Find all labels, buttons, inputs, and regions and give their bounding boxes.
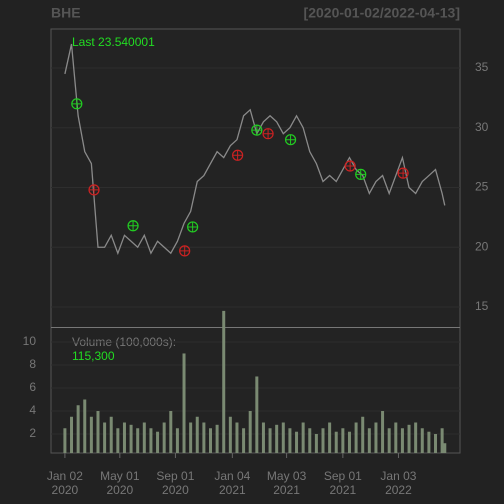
volume-bar — [208, 428, 212, 453]
signal-cross — [263, 128, 274, 139]
y2-tick-label: 6 — [29, 380, 36, 394]
y2-tick-label: 8 — [29, 357, 36, 371]
volume-bar — [122, 422, 126, 453]
volume-bar — [434, 434, 438, 453]
y-tick-label: 15 — [475, 299, 489, 313]
volume-bar — [374, 422, 378, 453]
x-tick-label: Sep 01 2020 — [156, 469, 195, 497]
volume-bar — [301, 422, 305, 453]
y-tick-label: 30 — [475, 120, 489, 134]
volume-bar — [420, 428, 424, 453]
x-tick-label: May 01 2020 — [100, 469, 140, 497]
volume-bar — [202, 422, 206, 453]
y2-tick-label: 2 — [29, 426, 36, 440]
volume-bar — [235, 422, 239, 453]
volume-bar — [215, 424, 219, 453]
volume-bar — [314, 434, 318, 453]
volume-bar — [443, 443, 447, 453]
volume-bar — [156, 431, 160, 453]
last-label: Last 23.540001 — [72, 35, 155, 49]
volume-bar — [136, 428, 140, 453]
volume-bar — [268, 428, 272, 453]
volume-bar — [109, 416, 113, 453]
volume-bar — [149, 428, 153, 453]
volume-bar — [255, 376, 259, 453]
signal-cross — [398, 168, 409, 179]
volume-bar — [407, 424, 411, 453]
volume-bar — [321, 428, 325, 453]
volume-bar — [354, 422, 358, 453]
x-tick-label: Jan 04 2021 — [214, 469, 251, 497]
signal-cross — [251, 125, 262, 136]
volume-bar — [222, 310, 226, 453]
volume-bar — [341, 428, 345, 453]
volume-bar — [334, 431, 338, 453]
volume-bar — [295, 431, 299, 453]
volume-bar — [261, 422, 265, 453]
signal-cross — [128, 220, 139, 231]
volume-bar — [103, 422, 107, 453]
volume-bar — [400, 428, 404, 453]
volume-bar — [142, 422, 146, 453]
volume-bar — [347, 431, 351, 453]
volume-bar — [175, 428, 179, 453]
signal-cross — [355, 169, 366, 180]
volume-bar — [228, 416, 232, 453]
signal-cross — [179, 245, 190, 256]
y-tick-label: 20 — [475, 239, 489, 253]
volume-bar — [308, 428, 312, 453]
volume-bar — [116, 428, 120, 453]
volume-bar — [189, 422, 193, 453]
volume-bar — [427, 431, 431, 453]
x-tick-label: May 03 2021 — [266, 469, 307, 497]
chart-title: BHE — [51, 5, 81, 21]
signal-cross — [232, 150, 243, 161]
volume-bar — [381, 411, 385, 453]
volume-bar — [195, 416, 199, 453]
y2-tick-label: 10 — [23, 334, 37, 348]
x-tick-label: Sep 01 2021 — [323, 469, 362, 497]
volume-bar — [76, 405, 80, 453]
volume-bar — [63, 428, 67, 453]
y2-tick-label: 4 — [29, 403, 36, 417]
volume-bar — [182, 353, 186, 453]
volume-bar — [288, 428, 292, 453]
volume-bar — [328, 422, 332, 453]
volume-bar — [367, 428, 371, 453]
signal-cross — [187, 221, 198, 232]
volume-bar — [394, 422, 398, 453]
volume-bar — [440, 428, 444, 453]
volume-bar — [83, 399, 87, 453]
signal-cross — [71, 98, 82, 109]
volume-bar — [275, 424, 279, 453]
signal-cross — [285, 134, 296, 145]
volume-bar — [89, 416, 93, 453]
y-tick-label: 35 — [475, 60, 489, 74]
volume-last: 115,300 — [72, 349, 115, 363]
volume-bar — [281, 422, 285, 453]
volume-bar — [129, 424, 133, 453]
volume-bar — [70, 416, 74, 453]
y-tick-label: 25 — [475, 180, 489, 194]
volume-bar — [96, 411, 100, 453]
volume-bar — [414, 422, 418, 453]
volume-bar — [361, 416, 365, 453]
chart-subtitle: [2020-01-02/2022-04-13] — [304, 5, 460, 21]
volume-bar — [242, 428, 246, 453]
volume-bar — [169, 411, 173, 453]
signal-cross — [89, 184, 100, 195]
signal-cross — [345, 160, 356, 171]
volume-bar — [248, 411, 252, 453]
x-tick-label: Jan 02 2020 — [46, 469, 83, 497]
x-tick-label: Jan 03 2022 — [380, 469, 417, 497]
volume-bar — [162, 422, 166, 453]
volume-bar — [387, 428, 391, 453]
